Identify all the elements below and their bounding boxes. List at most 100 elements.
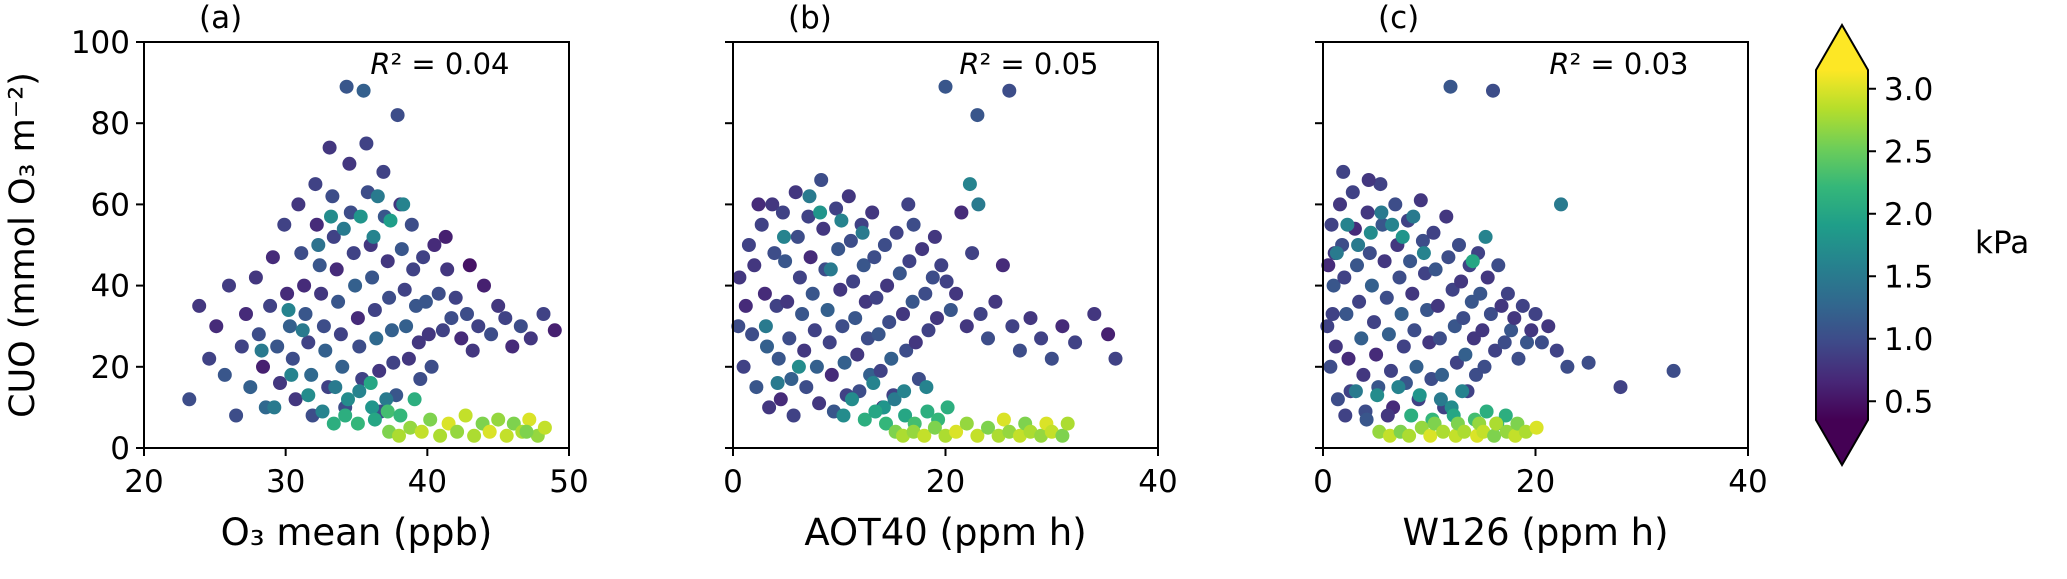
- colorbar-outline: [1815, 23, 1869, 467]
- scatter-point: [1423, 428, 1438, 443]
- scatter-point: [536, 307, 551, 321]
- scatter-point: [1479, 404, 1494, 419]
- scatter-point: [1350, 258, 1364, 273]
- scatter-point: [308, 177, 323, 192]
- scatter-point: [778, 254, 793, 269]
- scatter-point: [202, 351, 217, 366]
- scatter-point: [270, 339, 285, 354]
- scatter-point: [291, 197, 306, 212]
- scatter-point: [1422, 335, 1437, 350]
- colorbar-tick-label: 1.0: [1884, 322, 1933, 358]
- scatter-point: [1433, 392, 1448, 407]
- scatter-point: [837, 355, 852, 370]
- scatter-point: [267, 400, 282, 415]
- scatter-point: [1044, 351, 1059, 366]
- scatter-point: [519, 424, 534, 439]
- scatter-point: [335, 359, 350, 374]
- scatter-point: [396, 197, 411, 212]
- scatter-point: [871, 327, 886, 342]
- scatter-point: [805, 286, 820, 301]
- scatter-point: [326, 229, 341, 244]
- scatter-point: [280, 286, 295, 301]
- scatter-point: [1005, 319, 1020, 334]
- r-squared-annotation: R² = 0.03: [1549, 47, 1688, 81]
- scatter-point: [799, 380, 814, 395]
- scatter-point: [1341, 351, 1356, 366]
- scatter-point: [1336, 164, 1351, 179]
- scatter-point: [277, 217, 292, 232]
- scatter-point: [1375, 217, 1390, 232]
- scatter-point: [754, 217, 769, 232]
- scatter-point: [491, 412, 506, 427]
- scatter-point: [868, 404, 883, 419]
- scatter-point: [954, 205, 969, 220]
- scatter-point: [499, 428, 514, 443]
- scatter-point: [390, 108, 405, 123]
- scatter-point: [905, 294, 920, 309]
- scatter-point: [311, 238, 326, 252]
- scatter-point: [367, 412, 382, 427]
- x-tick-label: 0: [1313, 464, 1333, 500]
- scatter-point: [393, 408, 408, 423]
- scatter-point: [921, 323, 936, 338]
- colorbar-title: kPa: [1975, 225, 2029, 261]
- scatter-point: [880, 278, 895, 293]
- scatter-point: [970, 108, 985, 123]
- scatter-point: [427, 238, 442, 252]
- scatter-point: [522, 412, 537, 427]
- colorbar-tick-label: 0.5: [1884, 384, 1933, 420]
- scatter-point: [248, 270, 263, 285]
- scatter-point: [217, 367, 232, 382]
- scatter-point: [767, 246, 782, 261]
- scatter-point: [820, 303, 835, 317]
- scatter-point: [855, 225, 870, 240]
- scatter-point: [959, 416, 974, 431]
- scatter-point: [416, 250, 431, 265]
- scatter-point: [182, 392, 197, 407]
- scatter-point: [380, 404, 395, 419]
- scatter-point: [338, 408, 353, 423]
- scatter-point: [458, 408, 473, 423]
- scatter-point: [927, 229, 942, 244]
- axes-frame: [732, 41, 1159, 449]
- scatter-point: [406, 262, 421, 277]
- scatter-point: [325, 189, 340, 204]
- scatter-point: [1486, 83, 1500, 98]
- scatter-point: [896, 307, 910, 321]
- scatter-point: [1416, 246, 1431, 261]
- scatter-point: [326, 416, 341, 431]
- scatter-point: [413, 372, 428, 386]
- scatter-point: [448, 290, 463, 305]
- scatter-point: [1441, 250, 1456, 265]
- scatter-point: [1377, 254, 1392, 269]
- scatter-point: [523, 331, 538, 346]
- scatter-point: [380, 254, 395, 269]
- scatter-point: [513, 319, 528, 334]
- scatter-point: [732, 270, 747, 285]
- scatter-point: [1068, 335, 1083, 350]
- scatter-point: [867, 250, 882, 265]
- scatter-point: [773, 392, 788, 407]
- scatter-point: [1476, 424, 1491, 439]
- scatter-point: [901, 197, 916, 212]
- scatter-point: [273, 376, 287, 390]
- scatter-point: [1560, 359, 1575, 374]
- scatter-point: [902, 254, 917, 269]
- scatter-point: [884, 351, 899, 366]
- x-tick-label: 50: [549, 464, 588, 500]
- scatter-point: [915, 242, 930, 257]
- scatter-point: [813, 205, 828, 220]
- scatter-point: [309, 217, 324, 232]
- scatter-point: [356, 83, 371, 98]
- scatter-point: [484, 327, 499, 342]
- scatter-point: [1325, 307, 1340, 321]
- scatter-point: [1478, 229, 1493, 244]
- scatter-point: [1507, 311, 1522, 326]
- scatter-point: [1511, 351, 1526, 366]
- panel-letter: (a): [199, 0, 242, 36]
- scatter-point: [265, 250, 280, 265]
- scatter-point: [365, 270, 380, 285]
- scatter-point: [1363, 225, 1378, 240]
- scatter-point: [348, 278, 363, 293]
